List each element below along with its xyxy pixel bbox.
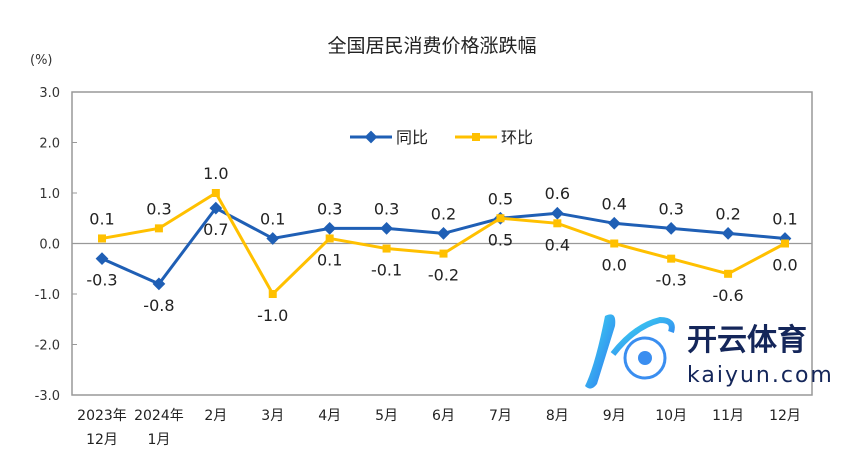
data-point-huanbi bbox=[98, 234, 106, 243]
y-tick-label: 2.0 bbox=[39, 137, 60, 152]
y-tick-label: -3.0 bbox=[35, 389, 60, 404]
data-label: 0.0 bbox=[772, 256, 797, 275]
data-point-tongbi bbox=[152, 277, 166, 291]
data-point-huanbi bbox=[382, 244, 391, 253]
legend-label: 同比 bbox=[396, 128, 428, 147]
data-label: 0.3 bbox=[146, 199, 171, 218]
data-label: -0.8 bbox=[143, 296, 174, 315]
x-tick-label: 12月 bbox=[86, 432, 118, 448]
data-point-tongbi bbox=[95, 252, 109, 266]
data-point-tongbi bbox=[266, 232, 280, 245]
data-point-huanbi bbox=[553, 219, 562, 228]
y-tick-label: 3.0 bbox=[39, 86, 60, 101]
watermark-en: kaiyun.com bbox=[687, 363, 834, 388]
x-tick-label: 5月 bbox=[375, 408, 398, 424]
data-point-huanbi bbox=[667, 254, 676, 263]
data-label: 0.3 bbox=[374, 199, 399, 218]
x-tick-label: 7月 bbox=[489, 408, 512, 424]
y-tick-label: 0.0 bbox=[39, 238, 60, 253]
data-label: 0.5 bbox=[488, 189, 513, 208]
data-label: -0.3 bbox=[86, 271, 117, 290]
data-point-huanbi bbox=[439, 249, 448, 258]
data-label: 0.1 bbox=[317, 250, 342, 269]
legend-label: 环比 bbox=[501, 128, 533, 147]
x-tick-label: 2023年 bbox=[77, 408, 127, 424]
data-point-tongbi bbox=[721, 227, 735, 240]
x-tick-label: 3月 bbox=[261, 408, 284, 424]
legend-marker bbox=[364, 130, 378, 144]
y-tick-label: -1.0 bbox=[35, 288, 60, 303]
x-tick-label: 10月 bbox=[655, 408, 687, 424]
watermark-cn: 开云体育 bbox=[687, 323, 807, 358]
legend: 同比 环比 bbox=[350, 128, 533, 147]
data-label: -0.1 bbox=[371, 261, 402, 280]
data-label: -1.0 bbox=[257, 306, 288, 325]
x-tick-label: 6月 bbox=[432, 408, 455, 424]
data-label: 0.1 bbox=[89, 209, 114, 228]
data-point-huanbi bbox=[325, 234, 334, 243]
data-point-tongbi bbox=[209, 201, 223, 215]
data-label: 1.0 bbox=[203, 164, 228, 183]
data-label: -0.6 bbox=[712, 286, 743, 305]
x-tick-label: 11月 bbox=[712, 408, 744, 424]
data-label: 0.3 bbox=[658, 199, 683, 218]
x-tick-label: 2024年 bbox=[134, 408, 184, 424]
x-tick-label: 1月 bbox=[147, 432, 170, 448]
data-point-huanbi bbox=[154, 224, 163, 233]
data-label: 0.2 bbox=[715, 204, 740, 223]
x-tick-label: 12月 bbox=[769, 408, 801, 424]
data-label: 0.3 bbox=[317, 199, 342, 218]
data-label: 0.1 bbox=[260, 209, 285, 228]
kaiyun-watermark-logo: 开云体育 kaiyun.com bbox=[585, 314, 834, 389]
x-tick-label: 2月 bbox=[204, 408, 227, 424]
data-point-huanbi bbox=[496, 214, 505, 223]
data-point-tongbi bbox=[323, 221, 337, 235]
data-label: 0.2 bbox=[431, 204, 456, 223]
data-label: 0.6 bbox=[545, 184, 570, 203]
x-tick-label: 4月 bbox=[318, 408, 341, 424]
data-point-tongbi bbox=[664, 221, 678, 235]
y-tick-label: -2.0 bbox=[35, 339, 60, 354]
legend-marker bbox=[472, 133, 480, 141]
data-label: 0.7 bbox=[203, 220, 228, 239]
chart-title: 全国居民消费价格涨跌幅 bbox=[327, 35, 536, 57]
data-point-tongbi bbox=[607, 216, 621, 230]
data-label: 0.4 bbox=[545, 235, 570, 254]
x-tick-label: 9月 bbox=[603, 408, 626, 424]
x-tick-label: 8月 bbox=[546, 408, 569, 424]
data-label: -0.2 bbox=[428, 266, 459, 285]
data-point-huanbi bbox=[268, 290, 277, 298]
data-label: 0.0 bbox=[602, 256, 627, 275]
y-tick-label: 1.0 bbox=[39, 187, 60, 202]
data-label: -0.3 bbox=[656, 271, 687, 290]
data-point-huanbi bbox=[211, 189, 220, 197]
data-point-huanbi bbox=[724, 269, 733, 278]
data-point-huanbi bbox=[781, 239, 789, 248]
data-point-tongbi bbox=[437, 227, 450, 240]
data-point-tongbi bbox=[380, 221, 393, 235]
y-axis-unit: (%) bbox=[30, 53, 53, 68]
data-point-huanbi bbox=[610, 239, 619, 248]
data-label: 0.5 bbox=[488, 230, 513, 249]
data-label: 0.4 bbox=[602, 194, 627, 213]
data-label: 0.1 bbox=[772, 209, 797, 228]
data-point-tongbi bbox=[550, 206, 564, 220]
